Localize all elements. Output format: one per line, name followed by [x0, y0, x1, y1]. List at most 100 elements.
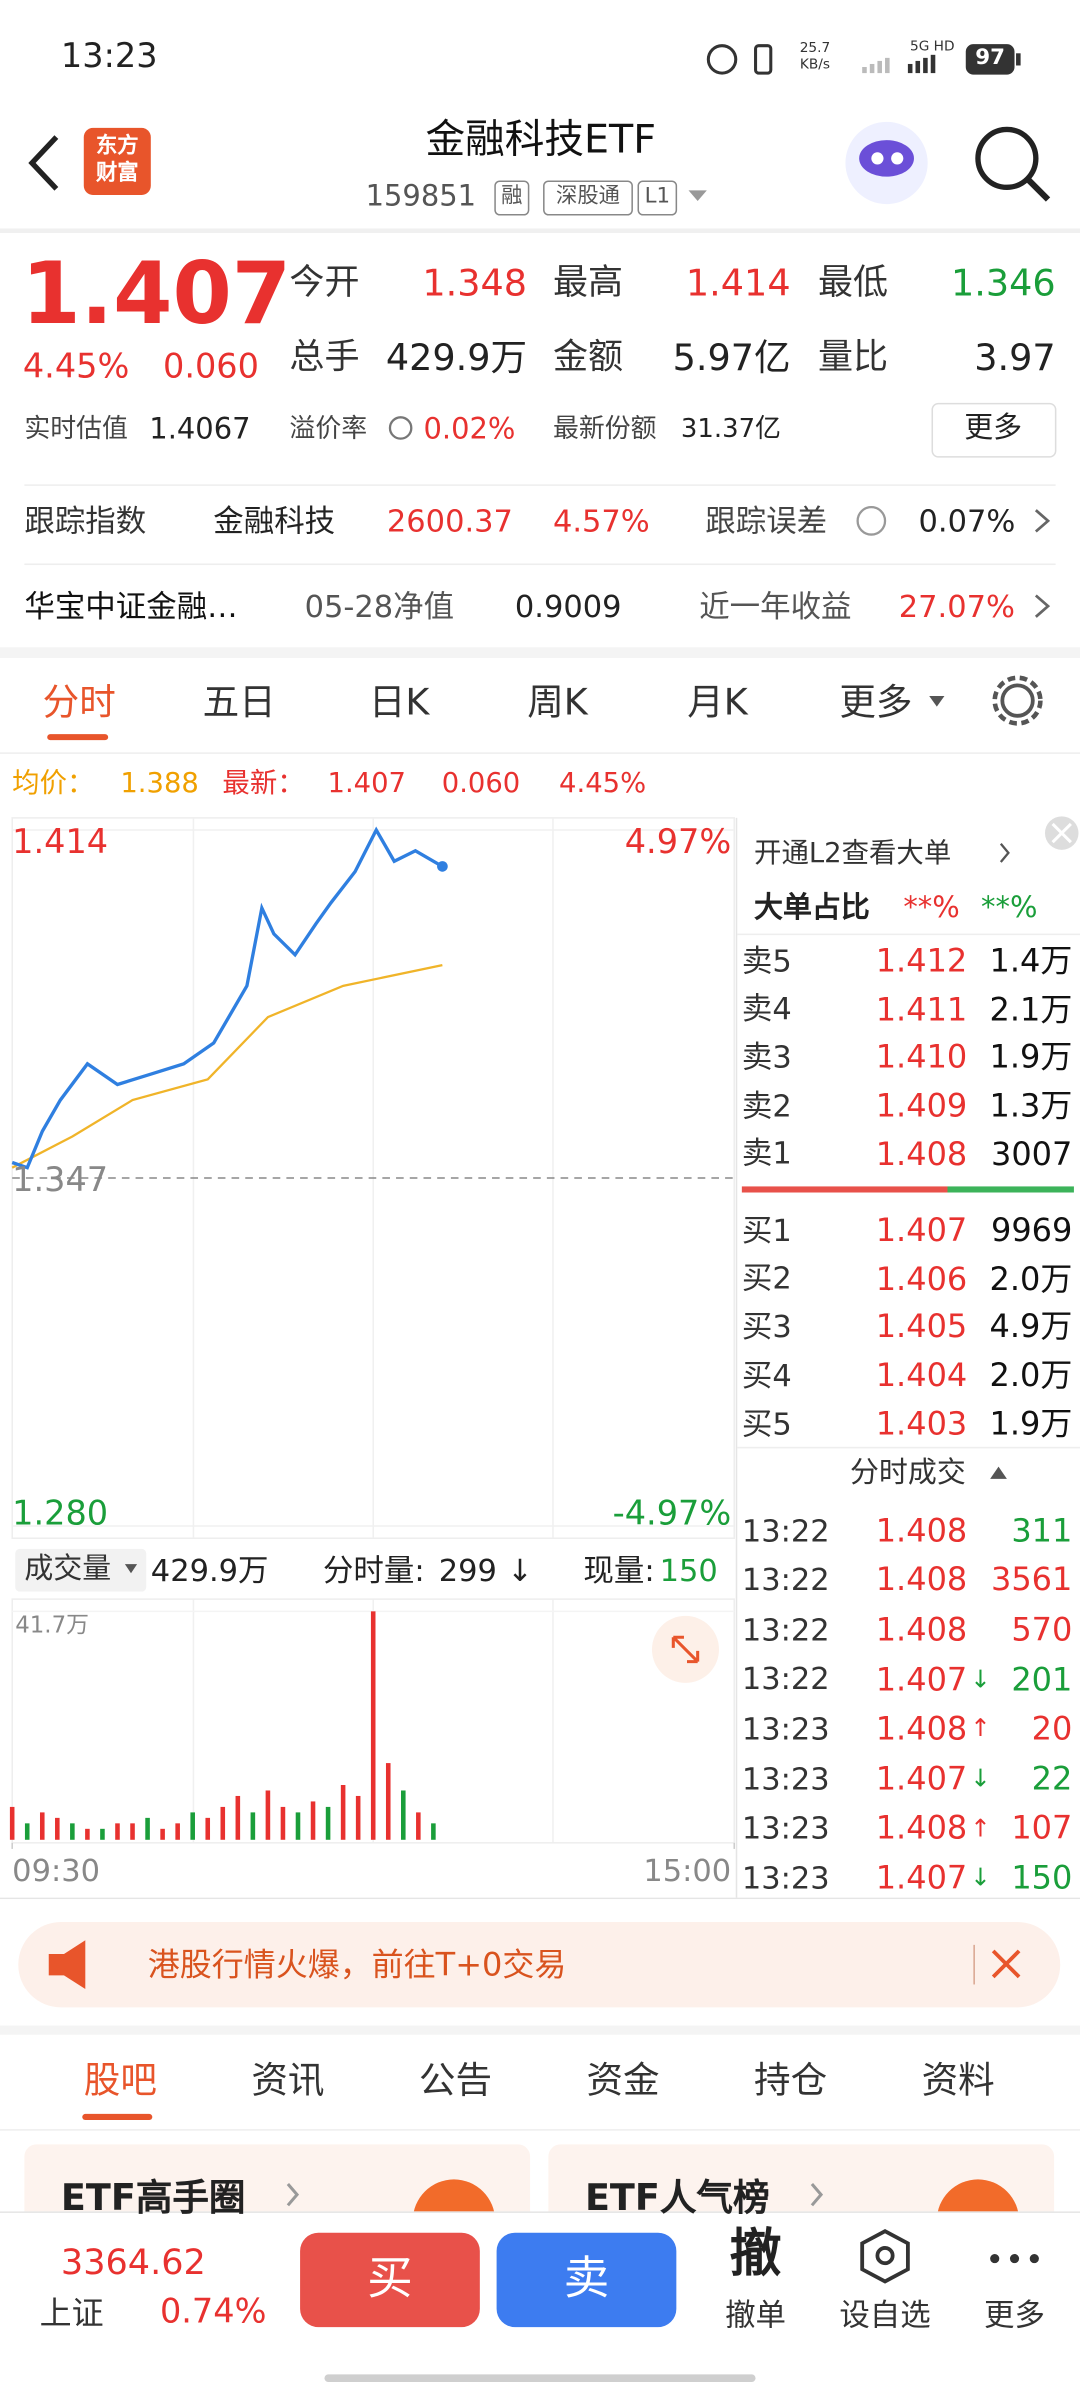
index-name: 金融科技	[213, 501, 336, 539]
cancel-icon: 撤	[729, 2223, 782, 2285]
volume-bar	[280, 1806, 286, 1840]
trade-volume: 3561	[990, 1561, 1073, 1599]
content-tab[interactable]: 资金	[586, 2059, 660, 2102]
book-label: 卖4	[741, 990, 792, 1027]
premium: 0.02%	[423, 412, 516, 447]
big-sell: **%	[981, 891, 1038, 925]
l2-prompt[interactable]: 开通L2查看大单	[754, 837, 952, 870]
book-volume: 4.9万	[989, 1308, 1073, 1346]
avg: 1.388	[120, 767, 199, 800]
trade-price: 1.407	[875, 1661, 968, 1698]
volume-bar	[265, 1790, 271, 1840]
avg-label: 均价：	[12, 767, 95, 800]
trade-volume: 570	[1011, 1611, 1073, 1648]
trade-price: 1.408	[875, 1810, 968, 1847]
content-tab[interactable]: 资料	[921, 2059, 995, 2102]
y-tick-label: 1.414	[12, 824, 109, 863]
volume-bar	[175, 1823, 180, 1840]
nav: 0.9009	[514, 587, 622, 624]
chart-tab[interactable]: 更多	[839, 680, 913, 724]
index-name: 上证	[39, 2294, 104, 2332]
shares: 31.37亿	[680, 414, 781, 446]
cancel-label[interactable]: 撤单	[725, 2295, 787, 2333]
latest-change: 0.060	[441, 767, 521, 800]
sell-button[interactable]: 卖	[563, 2252, 610, 2307]
stat-value: 1.348	[422, 261, 528, 305]
more-button[interactable]: 更多	[964, 411, 1023, 445]
chart-tab[interactable]: 月K	[687, 680, 748, 724]
book-label: 买3	[741, 1308, 792, 1345]
volume-bar	[145, 1817, 150, 1840]
trade-price: 1.408	[875, 1710, 968, 1748]
volume-bar	[295, 1812, 301, 1840]
tag: 深股通	[556, 184, 620, 210]
stat-value: 1.346	[950, 261, 1056, 305]
volume-bar	[431, 1823, 436, 1840]
net-unit: KB/s	[799, 58, 831, 74]
volume-bar	[205, 1817, 211, 1840]
buy-button[interactable]: 买	[367, 2252, 413, 2307]
trade-volume: 201	[1011, 1661, 1073, 1698]
book-price: 1.410	[875, 1039, 968, 1076]
stat-value: 429.9万	[385, 336, 528, 380]
content-tab[interactable]: 公告	[418, 2059, 493, 2102]
chart-tab[interactable]: 周K	[527, 680, 588, 724]
content-tab[interactable]: 持仓	[754, 2059, 828, 2102]
volume-bar	[401, 1790, 406, 1840]
volume-bar	[39, 1812, 45, 1840]
watch-label[interactable]: 设自选	[839, 2295, 931, 2333]
stat-label: 量比	[818, 337, 889, 378]
chart-tab[interactable]: 日K	[368, 680, 430, 724]
trades-title: 分时成交	[849, 1456, 966, 1490]
book-label: 买4	[741, 1356, 792, 1394]
volume-bar	[130, 1823, 135, 1840]
trade-arrow: ↓	[970, 1862, 991, 1892]
nav-label: 05-28净值	[304, 587, 455, 624]
book-volume: 1.4万	[989, 942, 1073, 980]
last-point	[437, 861, 448, 872]
y-tick-label: 1.347	[12, 1161, 109, 1200]
trade-time: 13:23	[741, 1859, 830, 1896]
index-change: 4.57%	[552, 501, 650, 539]
trade-price: 1.408	[875, 1611, 968, 1648]
content-tab[interactable]: 股吧	[83, 2059, 157, 2102]
volume-bar	[24, 1823, 30, 1840]
book-volume: 2.0万	[989, 1260, 1073, 1298]
net-speed: 25.7	[799, 41, 831, 57]
last-price: 1.407	[21, 245, 292, 345]
stat-label: 总手	[289, 337, 360, 378]
more-label[interactable]: 更多	[984, 2295, 1045, 2333]
content-tab[interactable]: 资讯	[251, 2059, 325, 2102]
trade-time: 13:23	[741, 1759, 830, 1797]
trade-arrow: ↓	[970, 1763, 991, 1793]
trade-price: 1.407	[875, 1760, 968, 1797]
period-label: 分时量:	[322, 1551, 425, 1588]
volume-bar	[385, 1763, 391, 1840]
trade-time: 13:23	[741, 1809, 830, 1847]
book-price: 1.405	[875, 1308, 968, 1346]
volume-bar	[70, 1823, 75, 1840]
book-label: 卖1	[741, 1135, 792, 1172]
book-volume: 1.3万	[989, 1087, 1073, 1124]
estimate: 1.4067	[149, 412, 251, 447]
period: 299	[438, 1551, 497, 1588]
book-volume: 2.0万	[989, 1357, 1073, 1394]
book-volume: 2.1万	[989, 990, 1073, 1028]
chart-tab[interactable]: 分时	[42, 680, 116, 724]
trade-time: 13:22	[741, 1610, 830, 1648]
latest: 1.407	[327, 767, 407, 800]
book-label: 卖3	[741, 1038, 792, 1076]
stat-value: 1.414	[685, 261, 791, 305]
chart-tab[interactable]: 五日	[202, 680, 276, 724]
book-volume: 1.9万	[989, 1405, 1073, 1443]
pct-label: -4.97%	[612, 1495, 732, 1535]
volume-bar	[160, 1828, 165, 1840]
banner-text[interactable]: 港股行情火爆，前往T+0交易	[147, 1946, 567, 1983]
trade-time: 13:23	[741, 1710, 830, 1747]
book-label: 卖5	[741, 941, 792, 979]
volume-total: 429.9万	[150, 1551, 269, 1588]
change-pct: 4.45%	[22, 349, 130, 388]
volume-bar	[100, 1828, 105, 1840]
